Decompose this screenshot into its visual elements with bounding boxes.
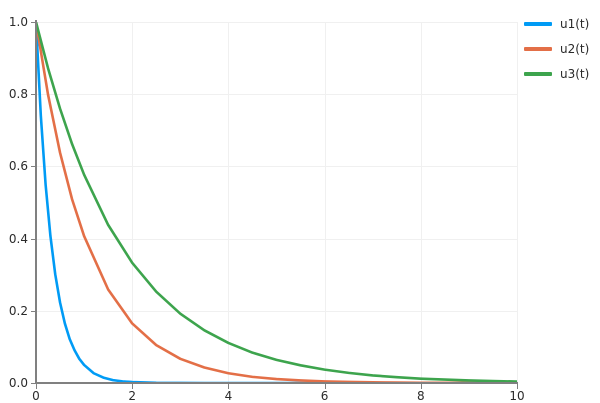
legend-entry-1[interactable]: u1(t)	[524, 18, 589, 30]
y-tick-mark	[31, 310, 36, 312]
gridline-horizontal	[36, 238, 517, 240]
x-tick-mark	[324, 384, 326, 389]
x-tick-mark	[420, 384, 422, 389]
series-curves	[36, 22, 517, 383]
legend-color-swatch	[524, 72, 552, 76]
gridline-horizontal	[36, 94, 517, 96]
plot-background	[36, 22, 517, 383]
gridline-horizontal	[36, 22, 517, 23]
x-tick-label: 10	[509, 389, 525, 403]
y-tick-mark	[31, 383, 36, 384]
y-tick-mark	[31, 94, 36, 96]
x-tick-mark	[228, 384, 230, 389]
y-tick-label: 0.8	[8, 87, 28, 102]
x-tick-mark	[36, 384, 37, 389]
x-tick-label: 2	[128, 389, 137, 403]
x-tick-mark	[517, 384, 518, 389]
x-tick-label: 8	[416, 389, 425, 403]
y-tick-mark	[31, 166, 36, 168]
x-axis-line	[36, 382, 518, 384]
gridline-vertical	[420, 22, 422, 383]
y-axis-line	[35, 20, 37, 383]
legend-entry-2[interactable]: u2(t)	[524, 43, 589, 55]
chart-legend: u1(t) u2(t) u3(t)	[524, 18, 589, 80]
x-tick-label: 6	[320, 389, 329, 403]
legend-color-swatch	[524, 47, 552, 51]
gridline-horizontal	[36, 310, 517, 312]
legend-label: u3(t)	[560, 67, 590, 81]
y-tick-mark	[31, 22, 36, 23]
y-tick-label: 0.0	[8, 376, 28, 390]
gridline-horizontal	[36, 166, 517, 168]
series-line-2	[36, 22, 517, 383]
series-line-1	[36, 22, 517, 383]
y-tick-label: 0.6	[8, 159, 28, 174]
plot-area	[36, 22, 518, 384]
x-tick-mark	[132, 384, 134, 389]
gridline-vertical	[132, 22, 134, 383]
legend-label: u1(t)	[560, 17, 590, 31]
gridline-vertical	[517, 22, 518, 383]
y-tick-label: 1.0	[8, 15, 28, 29]
gridline-vertical	[324, 22, 326, 383]
x-tick-label: 4	[224, 389, 233, 403]
series-line-3	[36, 22, 517, 383]
legend-label: u2(t)	[560, 42, 590, 56]
y-tick-label: 0.4	[8, 231, 28, 246]
gridline-vertical	[228, 22, 230, 383]
legend-color-swatch	[524, 22, 552, 26]
y-tick-label: 0.2	[8, 303, 28, 318]
y-tick-mark	[31, 238, 36, 240]
legend-entry-3[interactable]: u3(t)	[524, 68, 589, 80]
x-tick-label: 0	[32, 389, 40, 403]
